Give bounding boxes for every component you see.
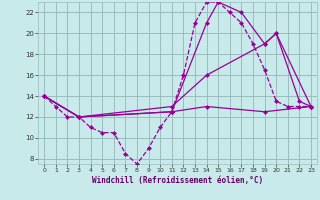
- X-axis label: Windchill (Refroidissement éolien,°C): Windchill (Refroidissement éolien,°C): [92, 176, 263, 185]
